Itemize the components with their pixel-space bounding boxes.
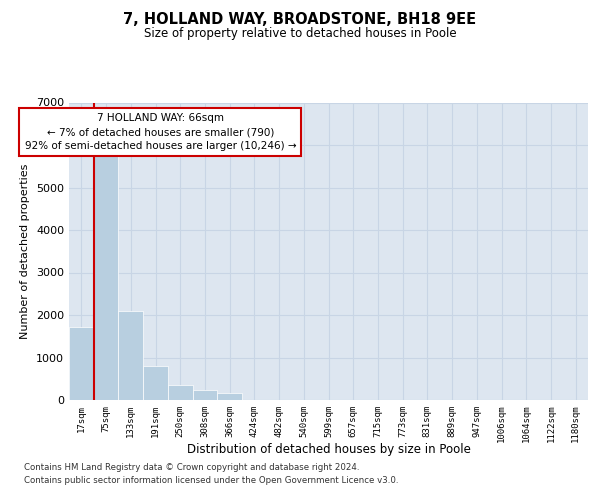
Text: Distribution of detached houses by size in Poole: Distribution of detached houses by size … (187, 442, 471, 456)
Bar (193, 390, 217, 400)
Bar (118, 310, 143, 400)
Bar (143, 366, 168, 400)
Y-axis label: Number of detached properties: Number of detached properties (20, 164, 31, 339)
Text: Size of property relative to detached houses in Poole: Size of property relative to detached ho… (143, 28, 457, 40)
Text: 7, HOLLAND WAY, BROADSTONE, BH18 9EE: 7, HOLLAND WAY, BROADSTONE, BH18 9EE (124, 12, 476, 28)
Text: 7 HOLLAND WAY: 66sqm
← 7% of detached houses are smaller (790)
92% of semi-detac: 7 HOLLAND WAY: 66sqm ← 7% of detached ho… (25, 113, 296, 151)
Text: Contains HM Land Registry data © Crown copyright and database right 2024.: Contains HM Land Registry data © Crown c… (24, 464, 359, 472)
Bar (217, 393, 242, 400)
Bar (94, 149, 118, 400)
Bar (168, 384, 193, 400)
Text: Contains public sector information licensed under the Open Government Licence v3: Contains public sector information licen… (24, 476, 398, 485)
Bar (69, 327, 94, 400)
